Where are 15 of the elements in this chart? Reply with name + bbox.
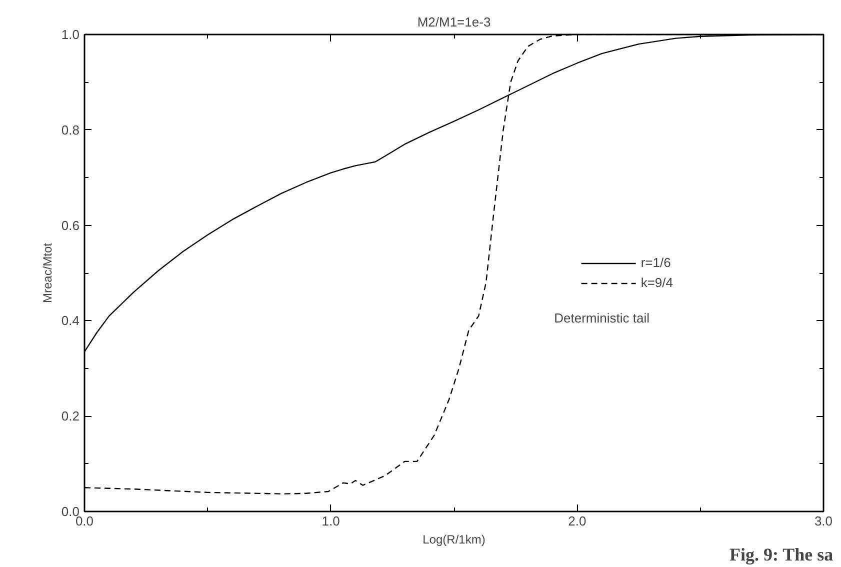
y-axis-title: Mreac/Mtot — [40, 242, 54, 304]
x-tick-label: 3.0 — [814, 514, 833, 528]
legend-label: k=9/4 — [640, 275, 673, 290]
y-tick-label: 0.6 — [61, 218, 80, 233]
x-tick-label: 1.0 — [322, 514, 340, 528]
x-axis-title: Log(R/1km) — [422, 532, 486, 546]
chart-title: M2/M1=1e-3 — [417, 14, 491, 30]
y-tick-label: 1.0 — [61, 27, 80, 42]
y-tick-label: 0.4 — [61, 313, 80, 328]
caption: Fig. 9: The sa — [730, 544, 834, 564]
y-tick-label: 0.2 — [61, 408, 80, 424]
annotation: Deterministic tail — [554, 310, 650, 326]
legend-label: r=1/6 — [640, 255, 671, 270]
x-tick-label: 2.0 — [568, 514, 586, 528]
y-tick-label: 0.8 — [61, 122, 80, 138]
